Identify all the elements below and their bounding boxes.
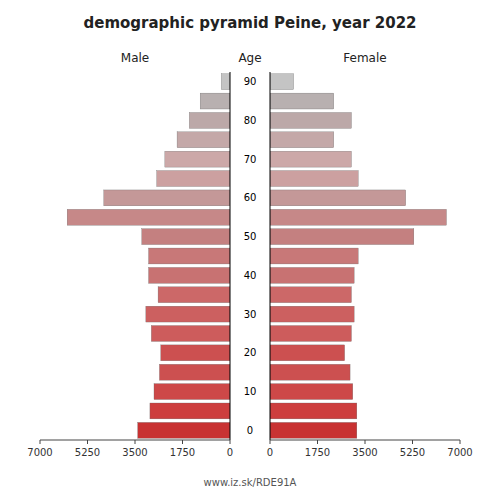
- x-tick: [40, 440, 41, 444]
- bar: [189, 112, 230, 128]
- x-tick: [460, 440, 461, 444]
- category-label: 0: [247, 425, 253, 436]
- x-tick-label: 1750: [170, 447, 195, 458]
- category-label: 50: [244, 231, 257, 242]
- bar: [67, 209, 230, 225]
- bar: [270, 229, 414, 245]
- center-line: [230, 72, 231, 440]
- category-label: 40: [244, 270, 257, 281]
- bar: [270, 306, 354, 322]
- category-label: 10: [244, 386, 257, 397]
- x-tick-label: 5250: [400, 447, 425, 458]
- x-tick: [317, 440, 318, 444]
- bar: [270, 93, 334, 109]
- bar: [270, 384, 353, 400]
- bar: [200, 93, 230, 109]
- x-tick: [412, 440, 413, 444]
- bar: [270, 267, 354, 283]
- bar: [146, 306, 230, 322]
- bar: [270, 248, 358, 264]
- category-label: 20: [244, 347, 257, 358]
- x-tick-label: 3500: [122, 447, 147, 458]
- bar: [138, 422, 230, 438]
- chart: demographic pyramid Peine, year 2022 Male…: [0, 0, 500, 500]
- x-tick-label: 0: [267, 447, 273, 458]
- bar: [270, 345, 345, 361]
- x-tick: [365, 440, 366, 444]
- x-tick-label: 7000: [27, 447, 52, 458]
- category-label: 80: [244, 115, 257, 126]
- x-tick: [135, 440, 136, 444]
- category-label: 90: [244, 76, 257, 87]
- category-label: 30: [244, 309, 257, 320]
- bar: [149, 267, 230, 283]
- bar: [151, 326, 230, 342]
- title: demographic pyramid Peine, year 2022: [83, 14, 416, 32]
- axis-label: Age: [238, 51, 261, 65]
- x-tick-label: 7000: [447, 447, 472, 458]
- footer: www.iz.sk/RDE91A: [204, 477, 297, 488]
- bar: [161, 345, 230, 361]
- x-tick-label: 1750: [305, 447, 330, 458]
- bar: [104, 190, 230, 206]
- bar: [221, 74, 230, 90]
- x-tick-label: 5250: [75, 447, 100, 458]
- x-tick-label: 3500: [352, 447, 377, 458]
- bar: [270, 132, 334, 148]
- bar: [159, 364, 230, 380]
- bar: [165, 151, 230, 167]
- bar: [270, 190, 406, 206]
- bar: [270, 326, 351, 342]
- bar: [270, 403, 357, 419]
- bar: [142, 229, 230, 245]
- x-tick: [87, 440, 88, 444]
- x-tick: [230, 440, 231, 444]
- bar: [270, 112, 351, 128]
- series-header: Female: [343, 51, 386, 65]
- x-tick-label: 0: [227, 447, 233, 458]
- bar: [150, 403, 230, 419]
- bar: [157, 171, 230, 187]
- x-tick: [270, 440, 271, 444]
- bar: [270, 171, 358, 187]
- bar: [270, 151, 351, 167]
- bar: [270, 287, 351, 303]
- series-header: Male: [121, 51, 149, 65]
- bar: [177, 132, 230, 148]
- bar: [270, 422, 357, 438]
- bar: [158, 287, 230, 303]
- bar: [270, 74, 294, 90]
- bar: [154, 384, 230, 400]
- center-line: [270, 72, 271, 440]
- bars-right: [270, 74, 446, 439]
- category-label: 70: [244, 154, 257, 165]
- bars-left: [67, 74, 230, 439]
- bar: [149, 248, 230, 264]
- category-label: 60: [244, 192, 257, 203]
- bar: [270, 209, 446, 225]
- x-tick: [182, 440, 183, 444]
- bar: [270, 364, 350, 380]
